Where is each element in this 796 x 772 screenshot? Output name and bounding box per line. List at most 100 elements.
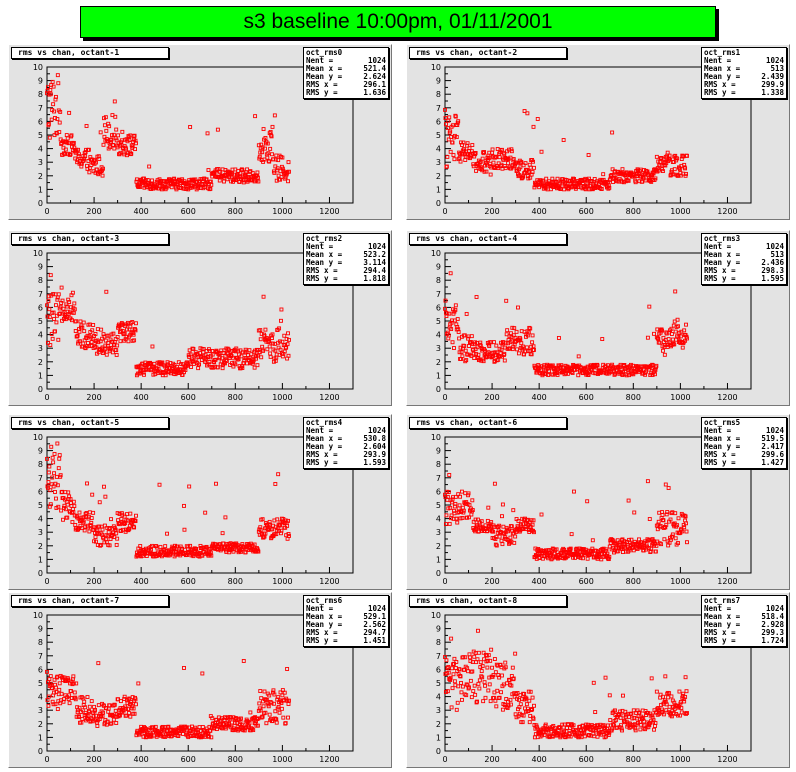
data-point bbox=[67, 701, 72, 706]
data-point bbox=[279, 706, 284, 711]
data-point bbox=[186, 180, 191, 185]
stats-row: Nent = 1024 bbox=[306, 427, 386, 435]
data-point bbox=[503, 166, 508, 171]
data-point bbox=[267, 712, 272, 717]
data-point bbox=[287, 169, 291, 174]
x-tick-label: 600 bbox=[181, 755, 196, 764]
data-point bbox=[203, 510, 208, 515]
stats-label: Mean x = bbox=[704, 612, 741, 621]
data-point bbox=[258, 528, 263, 533]
data-point bbox=[109, 137, 114, 142]
x-tick-label: 800 bbox=[228, 393, 243, 402]
data-point bbox=[138, 544, 143, 549]
data-point bbox=[654, 154, 659, 159]
data-point bbox=[286, 160, 291, 165]
data-point bbox=[653, 721, 658, 725]
data-point bbox=[256, 549, 261, 554]
data-point bbox=[487, 682, 492, 687]
data-point bbox=[467, 685, 471, 690]
data-point bbox=[266, 704, 271, 709]
data-point bbox=[508, 702, 513, 707]
data-point bbox=[576, 373, 581, 378]
data-point bbox=[97, 157, 102, 162]
data-point bbox=[241, 658, 246, 663]
data-point bbox=[267, 693, 272, 698]
y-tick-label: 1 bbox=[436, 733, 441, 742]
data-point bbox=[82, 528, 87, 533]
data-point bbox=[61, 517, 65, 522]
data-point bbox=[141, 734, 146, 739]
data-point bbox=[572, 555, 577, 560]
data-point bbox=[226, 347, 231, 352]
x-tick-label: 400 bbox=[532, 755, 547, 764]
data-point bbox=[561, 138, 566, 142]
scatter-plot: 0 1 2 3 4 5 6 7 8 9 10 0 200 400 600 800 1000 1200 bbox=[431, 249, 752, 402]
data-point bbox=[253, 354, 258, 359]
data-point bbox=[113, 136, 118, 141]
stats-row: RMS x = 299.3 bbox=[704, 629, 784, 637]
data-point bbox=[669, 326, 674, 331]
data-point bbox=[126, 711, 131, 715]
data-point bbox=[282, 349, 287, 354]
data-point bbox=[482, 680, 487, 685]
data-point bbox=[261, 704, 266, 709]
data-point bbox=[518, 702, 523, 707]
stats-value: 299.3 bbox=[761, 628, 784, 637]
data-point bbox=[104, 352, 109, 357]
data-point bbox=[267, 339, 272, 344]
data-point bbox=[67, 693, 72, 698]
data-point bbox=[443, 306, 447, 311]
data-point bbox=[255, 717, 260, 721]
data-point bbox=[476, 529, 481, 534]
data-point bbox=[101, 703, 106, 708]
data-point bbox=[90, 328, 95, 333]
stats-value: 521.4 bbox=[363, 64, 386, 73]
data-point bbox=[445, 126, 450, 130]
y-tick-label: 7 bbox=[436, 104, 441, 113]
stats-box: oct_rms0 Nent = 1024 Mean x = 521.4 Mean y = 2… bbox=[303, 47, 389, 99]
data-point bbox=[286, 518, 290, 523]
y-tick-label: 5 bbox=[436, 679, 441, 688]
data-point bbox=[283, 518, 288, 523]
data-point bbox=[81, 320, 86, 325]
data-point bbox=[511, 508, 516, 513]
stats-value: 2.624 bbox=[363, 72, 386, 81]
data-point bbox=[64, 302, 69, 307]
data-point bbox=[265, 347, 270, 352]
data-point bbox=[127, 138, 132, 142]
data-point bbox=[444, 164, 449, 169]
stats-box: oct_rms7 Nent = 1024 Mean x = 518.4 Mean y = 2… bbox=[701, 595, 787, 647]
data-point bbox=[263, 531, 268, 536]
data-point bbox=[144, 366, 149, 371]
data-point bbox=[661, 335, 666, 340]
data-point bbox=[471, 351, 476, 356]
data-point bbox=[482, 150, 487, 155]
data-point bbox=[89, 343, 94, 348]
data-point bbox=[122, 694, 127, 699]
data-point bbox=[450, 666, 455, 671]
stats-row: Mean y = 2.562 bbox=[306, 621, 386, 629]
data-point bbox=[455, 325, 460, 329]
data-point bbox=[448, 149, 453, 154]
data-point bbox=[131, 524, 136, 529]
y-tick-label: 0 bbox=[436, 385, 441, 394]
x-tick-label: 200 bbox=[86, 207, 101, 216]
data-point bbox=[114, 127, 119, 132]
data-point bbox=[476, 628, 480, 633]
data-point bbox=[486, 688, 491, 693]
data-point bbox=[108, 137, 113, 142]
histogram-title: rms vs chan, octant-2 bbox=[409, 47, 567, 59]
y-tick-label: 10 bbox=[33, 433, 43, 442]
y-tick-label: 6 bbox=[436, 117, 441, 126]
data-point bbox=[255, 363, 260, 368]
data-point bbox=[102, 134, 107, 139]
data-point bbox=[453, 307, 458, 312]
y-tick-label: 2 bbox=[436, 720, 441, 729]
data-point bbox=[568, 734, 573, 739]
data-point bbox=[70, 520, 75, 525]
stats-row: Mean y = 2.436 bbox=[704, 259, 784, 267]
data-point bbox=[660, 328, 664, 333]
y-tick-label: 3 bbox=[38, 528, 43, 537]
data-point bbox=[278, 339, 282, 344]
stats-value: 2.417 bbox=[761, 442, 784, 451]
